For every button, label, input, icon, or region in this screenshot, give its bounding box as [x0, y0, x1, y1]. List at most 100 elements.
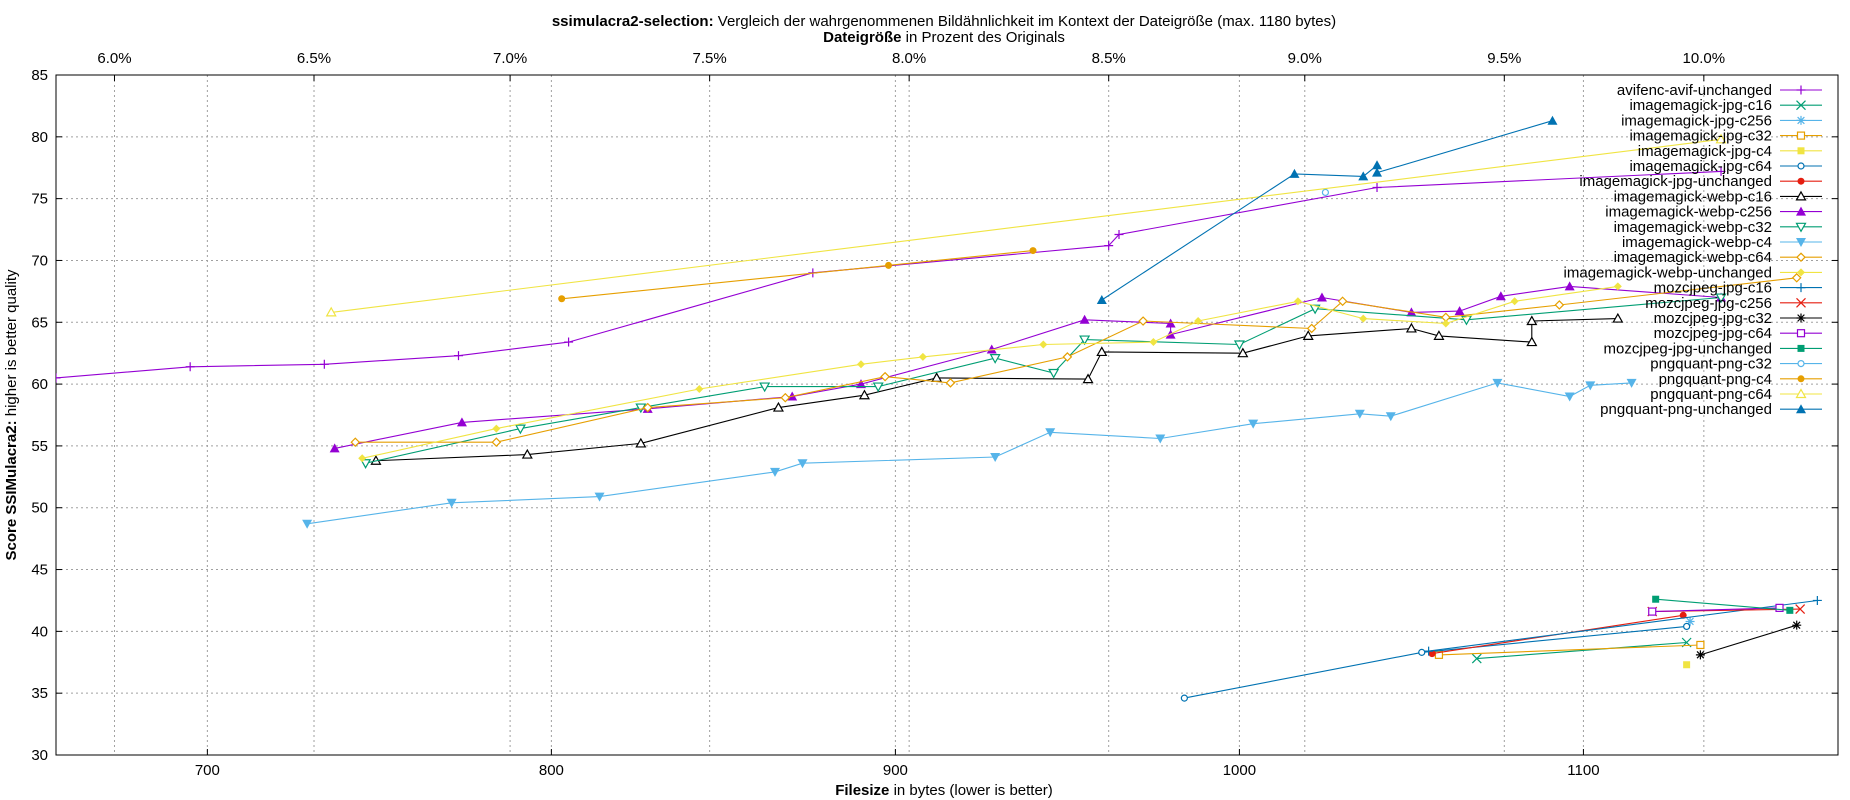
data-point [1354, 409, 1365, 419]
series-line [1476, 641, 1687, 660]
data-point [1289, 168, 1300, 178]
data-point [1652, 595, 1660, 603]
data-point [858, 389, 870, 400]
legend-marker [1796, 85, 1806, 95]
data-point [1526, 336, 1538, 347]
legend-marker [1796, 283, 1806, 293]
data-point [1418, 648, 1426, 656]
data-point [1039, 340, 1048, 349]
y-tick-label: 75 [31, 191, 48, 208]
legend-entry: pngquant-png-c32 [1650, 356, 1822, 373]
legend-marker [1797, 162, 1805, 170]
data-point [1715, 293, 1727, 304]
data-point [1306, 323, 1317, 334]
legend-marker [1797, 360, 1805, 368]
data-point [918, 352, 927, 361]
data-point [1309, 304, 1321, 315]
data-point [56, 373, 61, 383]
data-point [885, 261, 893, 269]
x2-tick-label: 10.0% [1683, 50, 1726, 67]
legend-marker [1796, 404, 1806, 414]
data-point [1585, 381, 1596, 391]
series-imagemagick-webp-c32 [360, 293, 1727, 469]
y-tick-label: 30 [31, 747, 48, 764]
data-point [1138, 316, 1148, 326]
data-point [759, 382, 771, 393]
data-point [1233, 340, 1245, 351]
data-point [1424, 646, 1434, 656]
legend-marker [1796, 252, 1806, 263]
legend-entry: pngquant-png-c64 [1650, 386, 1822, 403]
data-point [358, 454, 367, 463]
data-point [1492, 378, 1503, 388]
series-line [307, 382, 1632, 525]
data-point [1337, 296, 1348, 307]
data-point [989, 354, 1001, 364]
series-imagemagick-jpg-c32 [1434, 640, 1705, 659]
series-line [56, 170, 1722, 379]
data-point [1786, 606, 1794, 614]
data-point [986, 344, 997, 354]
data-point [1685, 616, 1695, 626]
x-tick-label: 900 [883, 762, 908, 779]
legend-label: imagemagick-jpg-c4 [1638, 143, 1772, 160]
data-point [1471, 653, 1482, 664]
data-point [1564, 281, 1575, 291]
x2-tick-label: 9.5% [1487, 50, 1521, 67]
data-point [872, 382, 884, 393]
x-axis-ticks: 700 800 900 1000 1100 [195, 749, 1600, 779]
legend-entry: imagemagick-jpg-unchanged [1579, 173, 1822, 190]
series-line [334, 285, 1722, 449]
series-mozcjpeg-jpg-unchanged [1652, 595, 1794, 614]
data-point [1812, 595, 1822, 605]
data-point [360, 459, 372, 469]
data-point [1372, 183, 1382, 193]
legend-label: mozcjpeg-jpg-c256 [1645, 295, 1772, 312]
data-point [1564, 392, 1575, 402]
data-point [1358, 171, 1369, 181]
data-point [1096, 295, 1107, 305]
data-point [1683, 661, 1691, 669]
data-point [1791, 272, 1802, 283]
legend-label: imagemagick-jpg-c32 [1629, 128, 1772, 145]
data-point [491, 437, 502, 448]
legend-label: mozcjpeg-jpg-c32 [1654, 310, 1772, 327]
legend-marker [1797, 268, 1805, 277]
data-point [1433, 330, 1445, 340]
legend-label: pngquant-png-c4 [1659, 371, 1772, 388]
series-mozcjpeg-jpg-c32 [1695, 620, 1802, 660]
data-point [564, 337, 574, 347]
legend-marker [1795, 222, 1807, 233]
data-point [1045, 428, 1056, 438]
data-point [453, 351, 463, 361]
data-point [594, 492, 605, 502]
legend-label: imagemagick-webp-c4 [1622, 234, 1772, 251]
series-imagemagick-jpg-c256 [1685, 616, 1695, 626]
series-mozcjpeg-jpg-c64 [1648, 603, 1784, 616]
data-point [1321, 188, 1330, 197]
x2-tick-label: 7.0% [493, 50, 527, 67]
y-tick-label: 35 [31, 685, 48, 702]
legend-marker [1796, 297, 1806, 308]
legend-entry: imagemagick-webp-c64 [1614, 249, 1822, 266]
data-point [1248, 419, 1259, 429]
data-point [350, 437, 361, 448]
data-point [1372, 167, 1383, 177]
data-point [1775, 603, 1784, 612]
data-point [1626, 378, 1637, 388]
legend-entry: imagemagick-webp-c16 [1614, 188, 1822, 205]
data-point [1029, 247, 1037, 255]
x-tick-label: 700 [195, 762, 220, 779]
data-point [1696, 640, 1705, 650]
y-tick-label: 80 [31, 129, 48, 146]
data-point [1795, 604, 1806, 615]
series-line [1438, 644, 1701, 656]
legend-entry: mozcjpeg-jpg-c32 [1654, 310, 1822, 327]
data-point [1547, 115, 1558, 125]
data-point [1648, 607, 1657, 616]
data-point [1149, 338, 1158, 347]
legend-entry: pngquant-png-unchanged [1600, 401, 1822, 418]
y-tick-label: 50 [31, 500, 48, 517]
data-point [769, 467, 780, 477]
data-point [1096, 346, 1108, 357]
